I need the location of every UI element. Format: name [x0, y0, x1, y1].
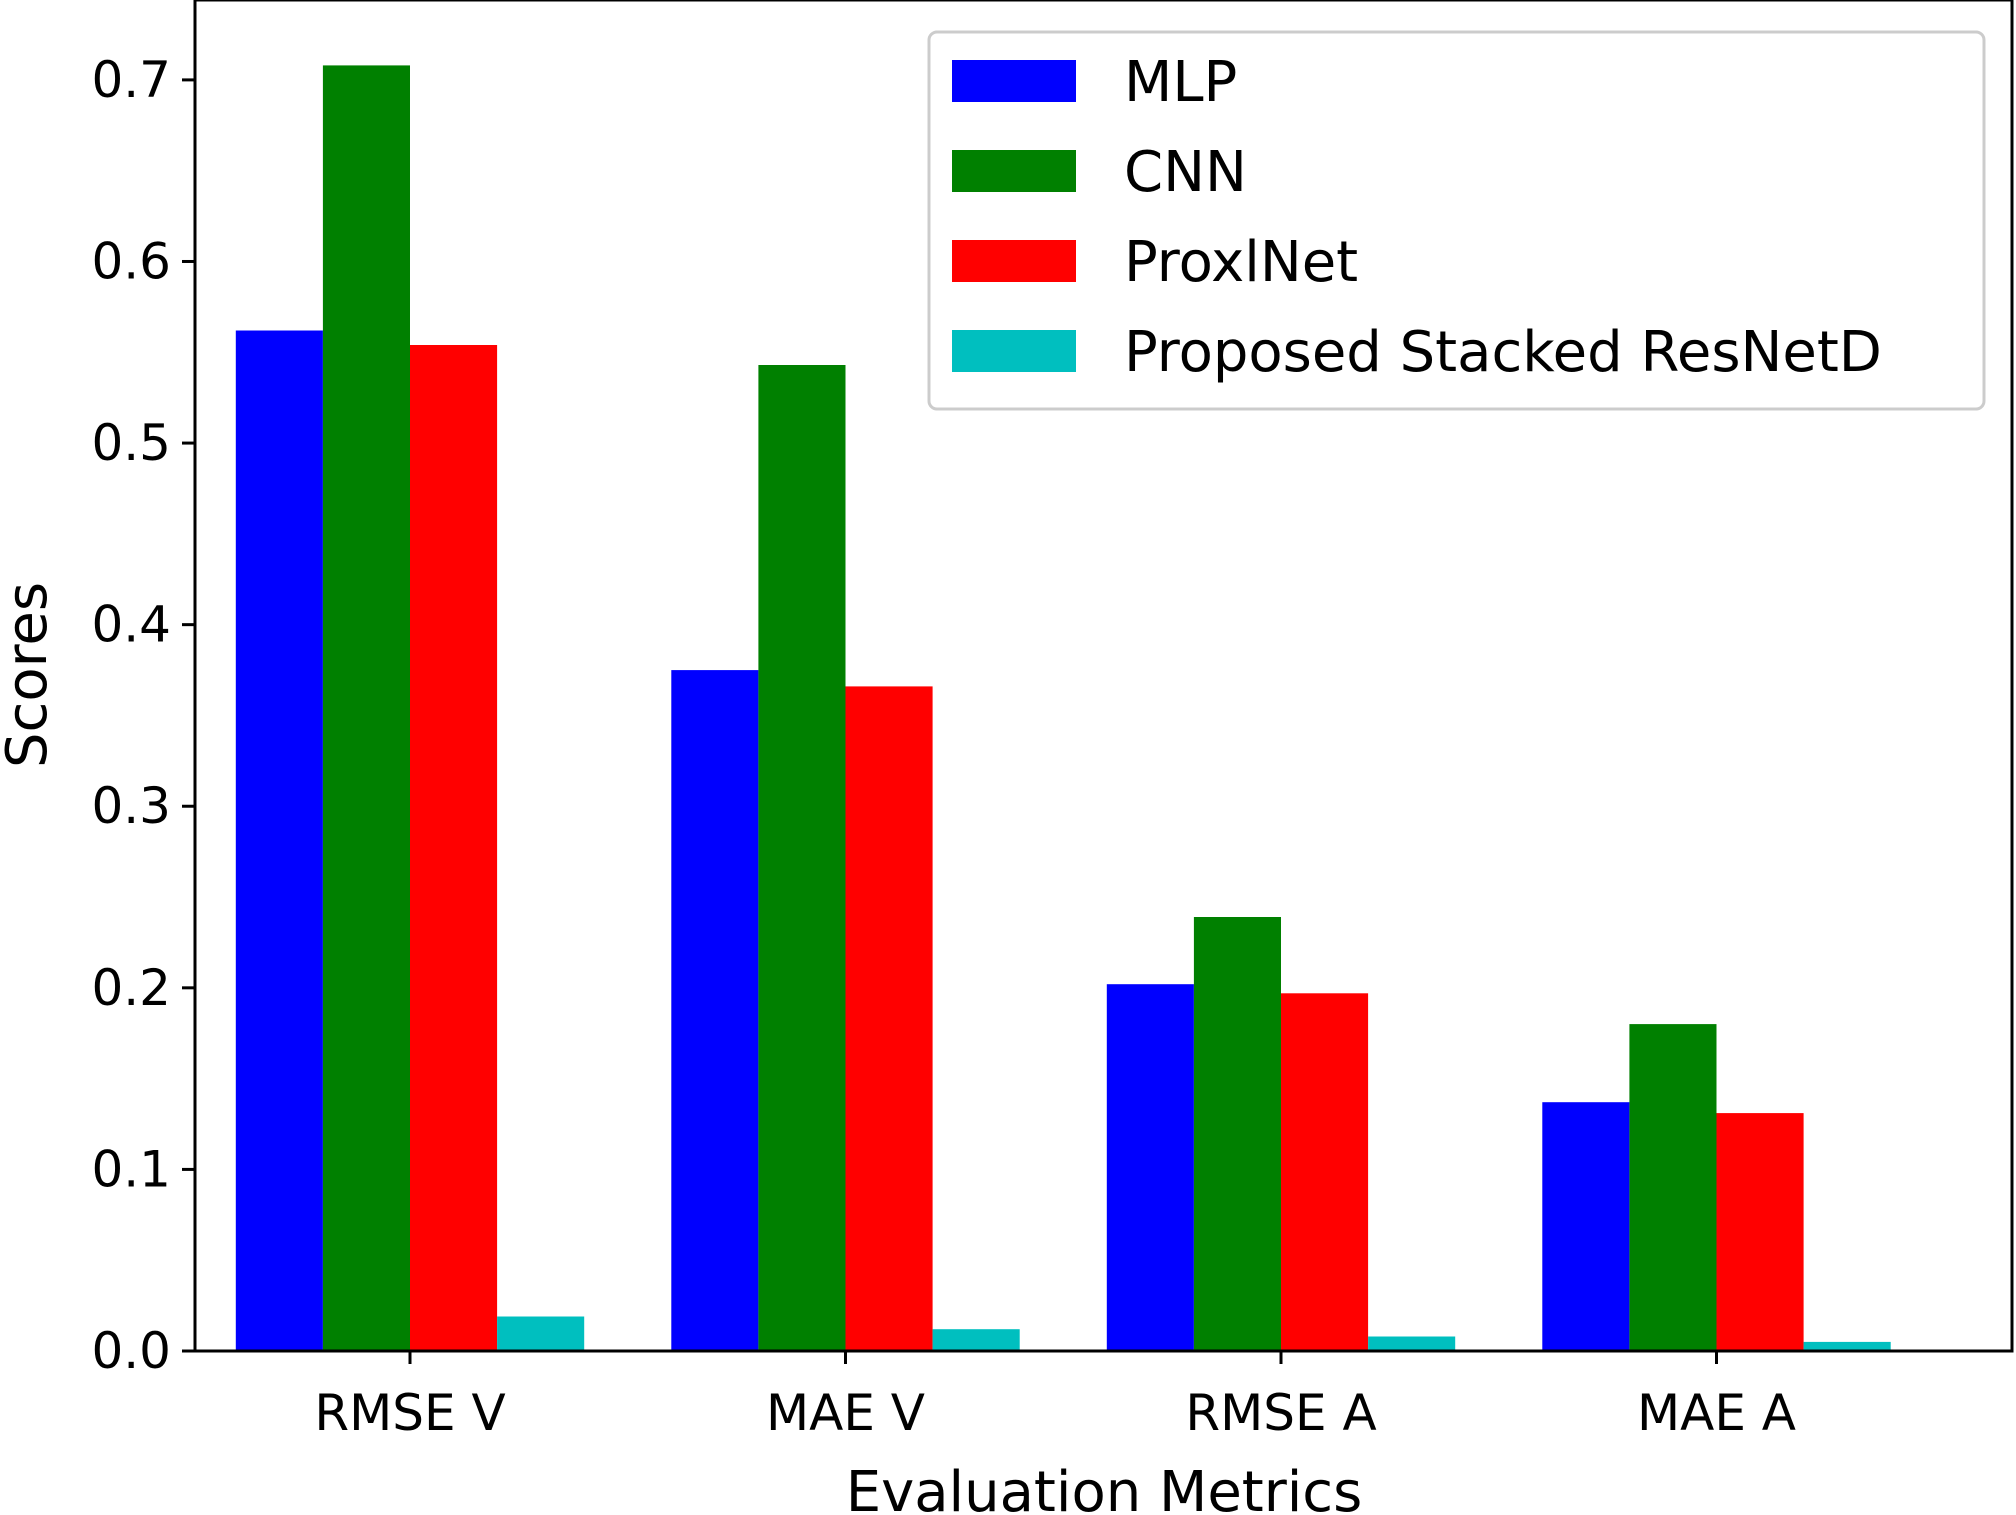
bar-proposed-stacked-resnetd-rmse-v: [497, 1316, 585, 1351]
y-tick-label: 0.7: [91, 51, 171, 109]
y-tick-label: 0.0: [91, 1322, 171, 1380]
bar-mlp-rmse-v: [235, 330, 323, 1351]
legend-label: ProxlNet: [1124, 230, 1358, 295]
x-tick-label: MAE A: [1637, 1384, 1796, 1442]
bar-cnn-mae-a: [1629, 1024, 1717, 1351]
legend: MLP CNN ProxlNet Proposed Stacked ResNetD: [927, 30, 1986, 411]
bar-proposed-stacked-resnetd-mae-a: [1803, 1341, 1891, 1351]
legend-swatch: [952, 330, 1076, 372]
x-axis-title: Evaluation Metrics: [846, 1460, 1363, 1515]
bar-proxlnet-rmse-a: [1281, 993, 1369, 1351]
x-tick-label: RMSE V: [314, 1384, 505, 1442]
bar-cnn-rmse-a: [1193, 917, 1281, 1351]
x-tick-label: MAE V: [766, 1384, 925, 1442]
y-axis-title: Scores: [0, 582, 60, 768]
legend-label: CNN: [1124, 140, 1247, 205]
y-tick-label: 0.2: [91, 959, 171, 1017]
x-tick-label: RMSE A: [1185, 1384, 1376, 1442]
y-tick-label: 0.6: [91, 232, 171, 290]
y-tick-label: 0.1: [91, 1140, 171, 1198]
y-tick-label: 0.4: [91, 596, 171, 654]
bar-cnn-rmse-v: [322, 65, 410, 1351]
legend-swatch: [952, 150, 1076, 192]
legend-swatch: [952, 60, 1076, 102]
y-tick-label: 0.5: [91, 414, 171, 472]
y-axis: 0.0 0.1 0.2 0.3 0.4 0.5 0.6 0.7: [91, 51, 195, 1380]
bar-proxlnet-mae-a: [1716, 1113, 1804, 1351]
plot-frame: [193, 0, 2014, 1353]
legend-label: MLP: [1124, 50, 1237, 115]
bar-proxlnet-rmse-v: [410, 345, 498, 1351]
bar-cnn-mae-v: [758, 365, 846, 1351]
legend-frame: [927, 30, 1986, 411]
bars-group: [235, 65, 1891, 1351]
bar-mlp-mae-v: [671, 670, 759, 1351]
bar-proposed-stacked-resnetd-rmse-a: [1368, 1336, 1456, 1351]
bar-proposed-stacked-resnetd-mae-v: [932, 1329, 1020, 1351]
legend-label: Proposed Stacked ResNetD: [1124, 320, 1882, 385]
bar-mlp-rmse-a: [1106, 984, 1194, 1351]
legend-swatch: [952, 240, 1076, 282]
bar-proxlnet-mae-v: [845, 686, 933, 1351]
x-axis: RMSE V MAE V RMSE A MAE A: [314, 1351, 1796, 1442]
bar-mlp-mae-a: [1542, 1102, 1630, 1351]
y-tick-label: 0.3: [91, 777, 171, 835]
